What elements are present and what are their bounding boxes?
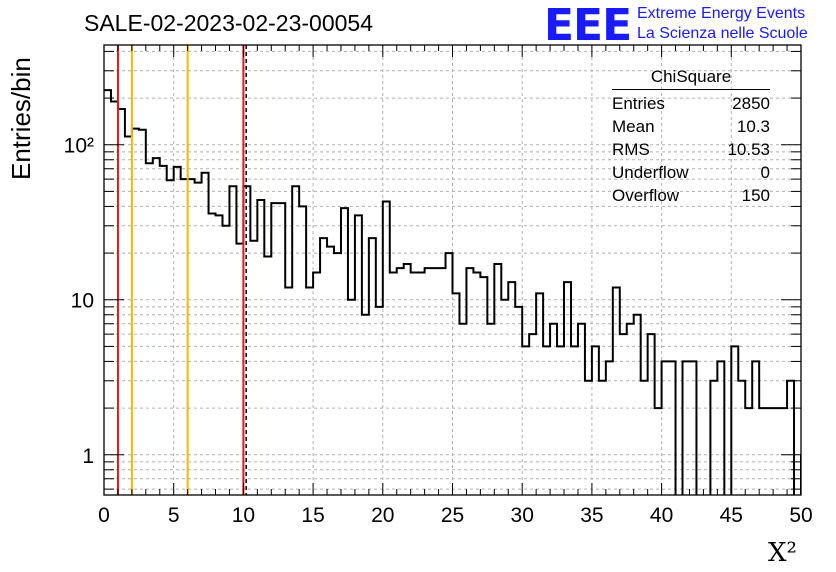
- chart-title: SALE-02-2023-02-23-00054: [84, 10, 373, 36]
- tick-labels: 0 5 10 15 20 25 30 35 40 45 50 1 10 10²: [64, 135, 813, 527]
- stats-label: RMS: [612, 140, 650, 159]
- stats-value: 10.3: [736, 117, 770, 136]
- y-tick-label: 10²: [64, 135, 94, 158]
- x-tick-label: 15: [301, 504, 324, 527]
- stats-value: 10.53: [727, 140, 770, 159]
- x-tick-label: 25: [441, 504, 464, 527]
- axis-ticks: [103, 45, 802, 495]
- eee-logo: EEE: [544, 0, 632, 51]
- stats-row-underflow: Underflow 0: [612, 161, 770, 184]
- x-tick-label: 5: [168, 504, 180, 527]
- stats-value: 150: [741, 186, 770, 205]
- stats-label: Mean: [612, 117, 655, 136]
- x-tick-label: 40: [650, 504, 673, 527]
- x-tick-label: 20: [371, 504, 394, 527]
- y-axis-label: Entries/bin: [6, 57, 36, 180]
- stats-label: Overflow: [612, 186, 680, 205]
- x-tick-label: 0: [98, 504, 110, 527]
- x-axis-label: X²: [768, 538, 797, 568]
- y-tick-label: 10: [71, 290, 94, 313]
- stats-row-mean: Mean 10.3: [612, 115, 770, 138]
- histogram-outline: [104, 89, 801, 495]
- y-tick-label: 1: [82, 445, 94, 468]
- stats-label: Entries: [612, 94, 665, 113]
- stats-label: Underflow: [612, 163, 689, 182]
- cut-lines: [116, 45, 247, 495]
- x-tick-label: 30: [511, 504, 534, 527]
- x-tick-label: 10: [232, 504, 255, 527]
- stats-row-overflow: Overflow 150: [612, 184, 770, 207]
- stats-value: 2850: [732, 94, 770, 113]
- eee-tagline-line1: Extreme Energy Events: [637, 5, 806, 22]
- grid-lines: [104, 45, 801, 495]
- eee-tagline: Extreme Energy Events La Scienza nelle S…: [637, 4, 808, 44]
- stats-box: ChiSquare Entries 2850 Mean 10.3 RMS 10.…: [612, 67, 770, 207]
- stats-value: 0: [760, 163, 770, 182]
- stats-row-entries: Entries 2850: [612, 92, 770, 115]
- stats-title: ChiSquare: [612, 67, 770, 90]
- eee-tagline-line2: La Scienza nelle Scuole: [637, 25, 808, 42]
- histogram-bars: [104, 89, 801, 495]
- x-tick-label: 45: [720, 504, 743, 527]
- x-tick-label: 35: [580, 504, 603, 527]
- x-tick-label: 50: [789, 504, 812, 527]
- stats-row-rms: RMS 10.53: [612, 138, 770, 161]
